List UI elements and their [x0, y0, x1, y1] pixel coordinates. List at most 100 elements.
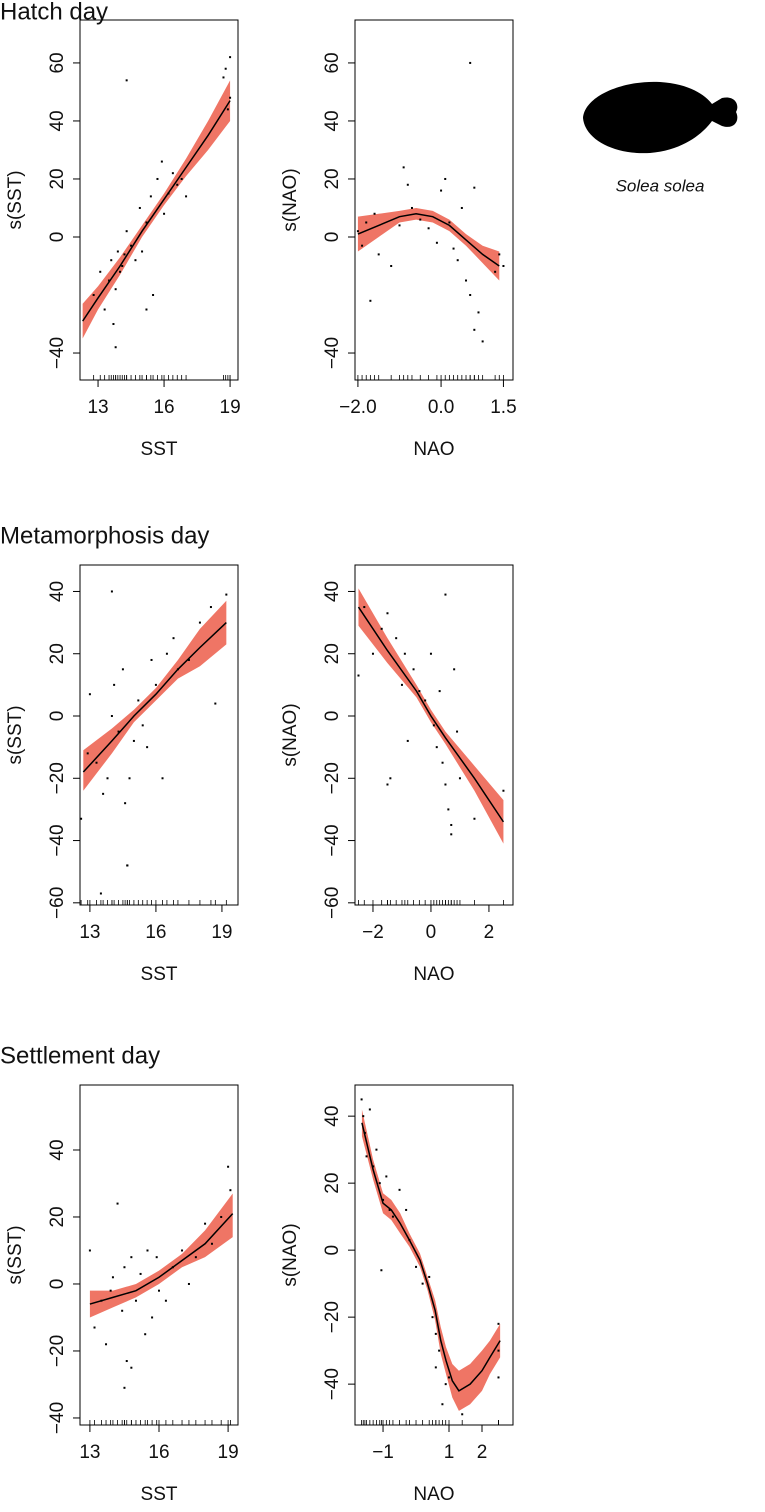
point: [117, 730, 120, 733]
panel: −40 −20 0 20 40 −1 1 2 NAO s(NAO): [280, 1084, 514, 1505]
point: [450, 833, 453, 836]
y-tick-label: 20: [47, 168, 68, 189]
point: [481, 340, 484, 343]
point: [497, 1349, 500, 1352]
x-tick-label: −1: [372, 1442, 394, 1463]
point: [194, 1256, 197, 1259]
point: [361, 244, 364, 247]
y-tick-label: 20: [47, 643, 68, 664]
point: [360, 1098, 363, 1101]
point: [112, 323, 115, 326]
point: [158, 1289, 160, 1292]
y-tick-label: 0: [322, 232, 343, 243]
point: [461, 1413, 464, 1416]
point: [386, 612, 389, 615]
point: [209, 606, 212, 609]
point: [93, 1326, 96, 1329]
x-tick-label: −2: [362, 922, 384, 943]
x-axis-label: NAO: [413, 964, 454, 985]
point: [146, 746, 149, 749]
y-tick-label: 20: [322, 1173, 343, 1194]
y-tick-label: 40: [322, 1106, 343, 1127]
point: [229, 96, 232, 99]
point: [497, 1322, 500, 1325]
point: [145, 308, 148, 311]
smooth-line: [89, 1213, 234, 1305]
y-tick-label: 40: [322, 581, 343, 602]
y-tick-label: −20: [322, 1301, 343, 1333]
y-tick-label: −40: [322, 1368, 343, 1400]
point: [432, 724, 435, 727]
x-tick-label: 16: [148, 1442, 169, 1463]
species-label: Solea solea: [616, 176, 705, 195]
y-tick-label: 0: [322, 711, 343, 722]
point: [132, 739, 135, 742]
confidence-band: [89, 1193, 233, 1318]
y-tick-label: −40: [47, 337, 68, 369]
x-tick-label: 19: [211, 922, 232, 943]
section-title: Hatch day: [0, 0, 108, 25]
point: [371, 652, 374, 655]
point: [80, 817, 83, 820]
point: [114, 346, 117, 349]
point: [448, 221, 451, 224]
y-axis-label: s(SST): [5, 705, 26, 764]
point: [441, 1403, 444, 1406]
point: [95, 761, 98, 764]
point: [385, 1175, 388, 1178]
point: [144, 1333, 147, 1336]
point: [435, 241, 438, 244]
point: [126, 864, 129, 867]
point: [185, 195, 188, 198]
y-tick-label: 40: [47, 581, 68, 602]
x-tick-label: 13: [79, 922, 100, 943]
point: [356, 230, 359, 233]
point: [111, 1276, 114, 1279]
point: [438, 1349, 441, 1352]
x-tick-label: 13: [79, 1442, 100, 1463]
point: [155, 1256, 158, 1259]
panel: −40 −20 0 20 40 13 16 19 SST s(SST): [5, 1084, 239, 1505]
point: [225, 593, 228, 596]
point: [141, 250, 144, 253]
point: [403, 652, 406, 655]
x-tick-label: 13: [87, 397, 108, 418]
point: [105, 1343, 108, 1346]
point: [149, 195, 152, 198]
point: [224, 67, 227, 70]
point: [181, 1249, 184, 1252]
y-axis-label: s(NAO): [280, 168, 301, 231]
x-tick-label: 1.5: [490, 397, 516, 418]
point: [502, 264, 505, 267]
point: [434, 1366, 437, 1369]
point: [125, 230, 128, 233]
point: [119, 270, 122, 273]
point: [102, 792, 105, 795]
point: [380, 627, 383, 630]
point: [171, 172, 174, 175]
y-tick-label: 20: [322, 643, 343, 664]
y-tick-label: 0: [47, 711, 68, 722]
point: [160, 160, 163, 163]
point: [128, 777, 131, 780]
point: [109, 1289, 112, 1292]
point: [99, 892, 102, 895]
y-tick-label: 40: [47, 110, 68, 131]
point: [406, 739, 409, 742]
x-tick-label: 16: [145, 922, 166, 943]
point: [444, 783, 447, 786]
y-tick-label: 0: [322, 1245, 343, 1256]
x-axis-label: SST: [141, 439, 178, 460]
x-tick-label: 2: [484, 922, 495, 943]
section-title: Metamorphosis day: [0, 522, 209, 549]
point: [134, 1299, 137, 1302]
y-tick-label: −40: [322, 337, 343, 369]
confidence-band: [357, 207, 500, 281]
point: [469, 61, 472, 64]
point: [375, 1148, 378, 1151]
point: [434, 1332, 437, 1335]
y-tick-label: −20: [47, 1335, 68, 1367]
smooth-line: [82, 622, 227, 773]
point: [395, 637, 398, 640]
point: [137, 699, 140, 702]
